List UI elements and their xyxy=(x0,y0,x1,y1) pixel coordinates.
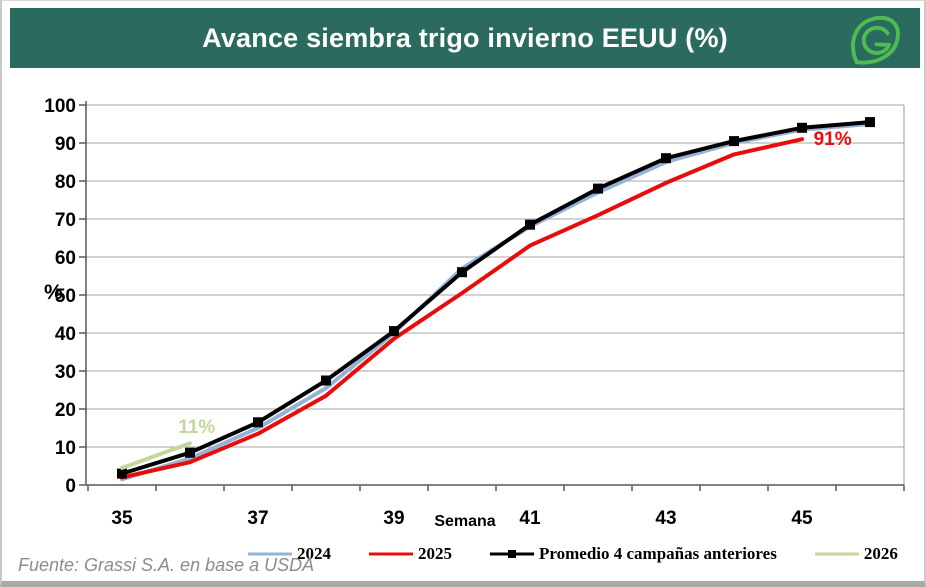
y-axis-tick-label: 70 xyxy=(55,210,76,231)
legend-label: 2025 xyxy=(418,544,452,563)
legend-item-2026: 2026 xyxy=(814,544,898,564)
series-promedio-4-campañas-anteriores-line xyxy=(120,120,872,476)
legend-item-2025: 2025 xyxy=(369,544,452,564)
y-axis-tick-label: 20 xyxy=(55,400,76,421)
y-axis-title: % xyxy=(44,281,63,304)
x-axis-tick-label: 43 xyxy=(655,508,676,529)
legend-label: 2026 xyxy=(863,544,898,563)
legend-item-promedio-4-campañas-anteriores: Promedio 4 campañas anteriores xyxy=(490,544,777,564)
series-2025-line xyxy=(120,137,804,480)
leaf-g-spiral xyxy=(861,25,891,55)
x-axis-tick-label: 35 xyxy=(111,508,133,529)
x-axis-tick-label: 39 xyxy=(383,508,404,529)
x-axis-tick-label: 45 xyxy=(791,508,813,529)
legend-swatch-icon xyxy=(369,552,413,556)
x-axis-title: Semana xyxy=(434,513,496,530)
data-point-marker xyxy=(729,136,739,147)
data-point-marker xyxy=(525,219,535,230)
legend-marker xyxy=(508,550,516,558)
data-point-marker xyxy=(865,117,875,128)
x-axis-tick-label: 41 xyxy=(519,508,541,529)
legend-item-2024: 2024 xyxy=(248,544,331,564)
y-axis-tick-label: 90 xyxy=(55,134,76,155)
data-point-marker xyxy=(185,447,195,458)
chart-legend: 2024 2025 Promedio 4 campañas anteriores 20… xyxy=(248,544,898,564)
y-axis-tick-label: 40 xyxy=(55,324,76,345)
data-point-marker xyxy=(389,326,399,337)
series-2026-line xyxy=(120,441,192,470)
legend-label: Promedio 4 campañas anteriores xyxy=(539,544,777,563)
y-axis-tick-label: 10 xyxy=(55,438,76,459)
y-axis-tick-label: 60 xyxy=(55,248,76,269)
gridlines xyxy=(86,104,904,448)
y-axis-tick-label: 0 xyxy=(65,476,76,497)
leaf-outline xyxy=(851,15,900,65)
data-point-marker xyxy=(797,122,807,133)
data-point-marker xyxy=(253,417,263,428)
legend-swatch-icon xyxy=(814,552,859,556)
data-point-marker xyxy=(457,267,467,278)
y-axis-tick-label: 100 xyxy=(44,96,76,117)
x-axis-tick-label: 37 xyxy=(247,508,268,529)
data-point-marker xyxy=(593,183,603,194)
annotation-11pct: 11% xyxy=(178,417,215,438)
page-title: Avance siembra trigo invierno EEUU (%) xyxy=(202,22,728,53)
y-axis-tick-label: 80 xyxy=(55,172,76,193)
legend-label: 2024 xyxy=(297,544,331,563)
grassi-leaf-logo-icon xyxy=(851,15,900,65)
series-2024-line xyxy=(120,122,872,482)
data-point-marker xyxy=(117,468,127,479)
source-note: Fuente: Grassi S.A. en base a USDA xyxy=(18,555,315,575)
data-point-marker xyxy=(321,375,331,386)
legend-swatch-icon xyxy=(490,550,534,558)
data-point-marker xyxy=(661,153,671,164)
annotation-91pct: 91% xyxy=(814,129,852,150)
header-bar: Avance siembra trigo invierno EEUU (%) xyxy=(10,8,920,68)
series-promedio-markers xyxy=(117,117,875,479)
legend-swatch-icon xyxy=(248,552,292,556)
y-axis-tick-label: 30 xyxy=(55,362,76,383)
